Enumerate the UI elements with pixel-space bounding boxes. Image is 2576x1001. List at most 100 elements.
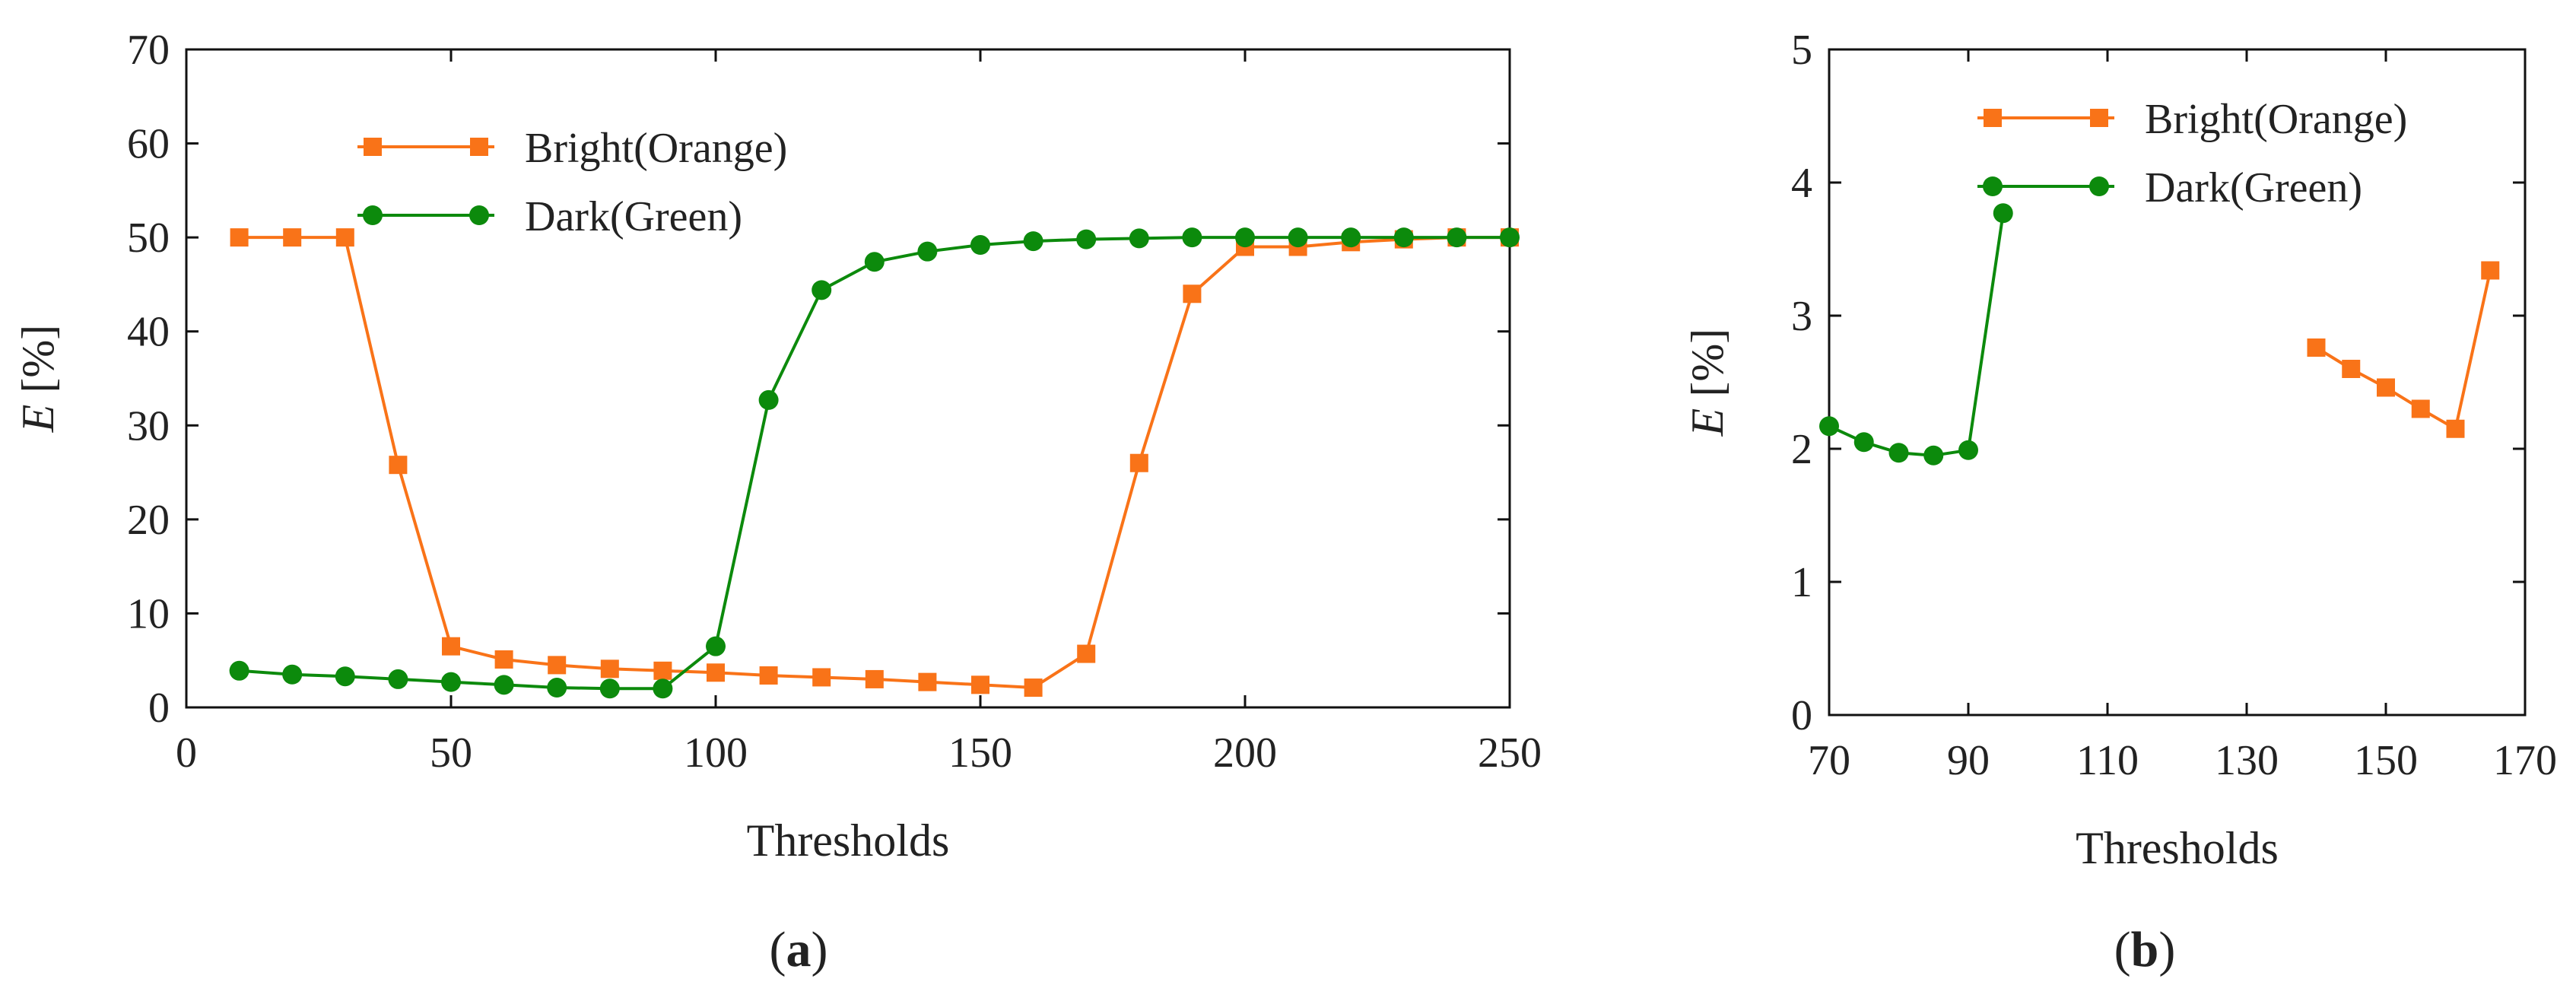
x-tick-label: 90 — [1947, 737, 1990, 784]
data-point-bright — [1077, 644, 1096, 663]
series-dark — [1819, 203, 2013, 466]
x-tick-label: 130 — [2215, 737, 2279, 784]
data-point-bright — [918, 672, 937, 691]
data-point-dark — [599, 678, 620, 699]
data-point-dark — [1923, 445, 1944, 466]
data-point-dark — [1288, 227, 1308, 248]
data-point-bright — [1024, 678, 1043, 698]
panel-b-label: (b) — [2114, 922, 2176, 977]
x-axis-title: Thresholds — [2076, 823, 2279, 873]
data-point-bright — [971, 675, 989, 694]
data-point-bright — [600, 659, 619, 678]
legend-marker-bright — [364, 138, 382, 156]
x-tick-label: 170 — [2493, 737, 2557, 784]
series-dark — [229, 227, 1520, 699]
legend-entry-dark: Dark(Green) — [357, 193, 742, 240]
data-point-dark — [864, 252, 885, 272]
y-axis-title: E [%] — [13, 325, 63, 434]
data-point-bright — [2446, 419, 2465, 438]
legend-marker-dark — [363, 205, 383, 225]
y-tick-label: 0 — [148, 685, 170, 732]
data-point-bright — [1183, 284, 1202, 303]
x-tick-label: 70 — [1808, 737, 1850, 784]
y-tick-label: 4 — [1791, 160, 1812, 207]
data-point-dark — [1023, 231, 1043, 252]
data-point-bright — [283, 228, 302, 247]
series-bright — [230, 228, 1519, 698]
series-line-bright — [2315, 270, 2492, 431]
data-point-bright — [2307, 338, 2326, 357]
y-tick-label: 50 — [127, 214, 170, 262]
x-tick-label: 250 — [1478, 729, 1542, 777]
x-tick-label: 150 — [2354, 737, 2418, 784]
data-point-bright — [389, 456, 408, 475]
data-point-bright — [2342, 360, 2361, 378]
chart-panel-a: 0 50 100 150 200 250 0 10 20 30 40 50 60 70 Thresholds… — [13, 27, 1542, 866]
data-point-bright — [759, 666, 778, 685]
legend-label-bright: Bright(Orange) — [2145, 96, 2407, 143]
data-point-dark — [282, 664, 303, 685]
chart-panel-b: 70 90 110 130 150 170 0 1 2 3 4 5 Thresholds E [%] Bri… — [1682, 27, 2557, 873]
data-point-dark — [1393, 227, 1414, 248]
plot-frame — [1828, 48, 2527, 717]
data-point-dark — [1129, 228, 1149, 249]
data-point-dark — [653, 678, 673, 699]
data-point-dark — [1993, 203, 2013, 224]
data-point-dark — [1888, 443, 1909, 463]
y-tick-label: 5 — [1791, 27, 1812, 74]
legend-marker-dark — [2089, 176, 2109, 196]
y-tick-label: 40 — [127, 309, 170, 356]
y-tick-label: 10 — [127, 590, 170, 637]
data-point-bright — [865, 669, 884, 688]
y-tick-label: 2 — [1791, 426, 1812, 473]
data-point-bright — [230, 228, 249, 247]
legend-entry-dark: Dark(Green) — [1977, 164, 2362, 211]
legend-entry-bright: Bright(Orange) — [357, 125, 787, 172]
data-point-dark — [1182, 227, 1202, 248]
data-point-bright — [494, 650, 513, 669]
data-point-dark — [758, 389, 779, 410]
data-point-bright — [653, 661, 672, 680]
legend-marker-dark — [1983, 176, 2003, 196]
y-tick-label: 20 — [127, 497, 170, 544]
data-point-bright — [812, 668, 831, 687]
legend-label-dark: Dark(Green) — [525, 193, 742, 240]
x-axis-title: Thresholds — [747, 815, 950, 866]
y-tick-label: 60 — [127, 121, 170, 168]
y-axis-title-unit: [%] — [1682, 329, 1733, 408]
data-point-dark — [547, 678, 567, 698]
y-axis-title-variable: E — [13, 405, 63, 434]
x-tick-label: 200 — [1213, 729, 1277, 777]
y-axis-title: E [%] — [1682, 329, 1733, 437]
y-tick-label: 70 — [127, 27, 170, 74]
data-point-dark — [229, 660, 249, 681]
x-tick-label: 110 — [2076, 737, 2139, 784]
data-point-dark — [706, 636, 726, 656]
data-point-bright — [1129, 453, 1148, 472]
data-point-bright — [548, 656, 567, 675]
y-axis-title-unit: [%] — [13, 325, 63, 405]
data-point-bright — [707, 663, 725, 682]
legend-label-bright: Bright(Orange) — [525, 125, 787, 172]
x-tick-label: 100 — [684, 729, 748, 777]
legend-entry-bright: Bright(Orange) — [1977, 96, 2407, 143]
series-line-dark — [1828, 213, 2005, 457]
data-point-bright — [2481, 261, 2500, 280]
y-axis-title-variable: E — [1682, 408, 1733, 437]
data-point-dark — [1076, 229, 1097, 249]
data-point-dark — [1447, 227, 1467, 248]
legend-label-dark: Dark(Green) — [2145, 164, 2362, 211]
data-point-dark — [388, 669, 408, 689]
y-tick-label: 1 — [1791, 559, 1812, 606]
data-point-dark — [970, 235, 990, 256]
data-point-dark — [1853, 432, 1874, 453]
data-point-dark — [1819, 416, 1839, 437]
legend-marker-bright — [1984, 109, 2002, 127]
data-point-dark — [441, 672, 461, 692]
series-line-bright — [239, 236, 1510, 689]
data-point-bright — [2377, 378, 2395, 397]
x-tick-label: 150 — [948, 729, 1012, 777]
plot-frame — [185, 48, 1511, 709]
data-point-dark — [1235, 227, 1255, 248]
